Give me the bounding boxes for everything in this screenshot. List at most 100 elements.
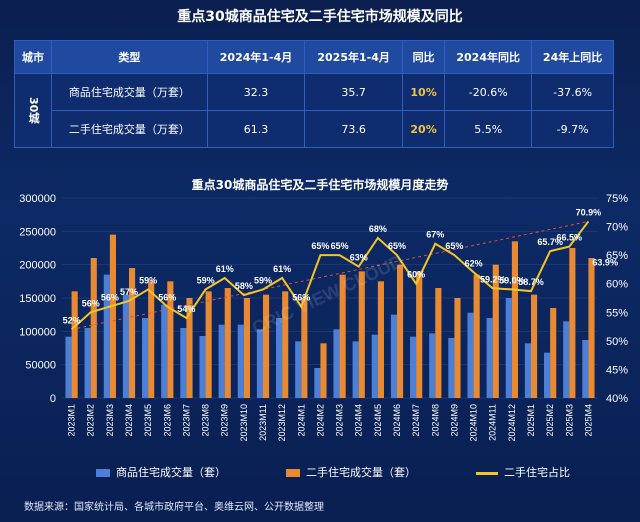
- x-tick-label: 2024M9: [449, 404, 459, 437]
- bar-second-housing: [320, 343, 327, 398]
- row-yoy2024: 5.5%: [444, 110, 533, 148]
- bar-new-housing: [524, 343, 531, 398]
- ratio-data-label: 59%: [197, 275, 215, 285]
- x-tick-label: 2025M2: [545, 404, 555, 437]
- y-right-tick-label: 70%: [606, 222, 628, 234]
- y-left-tick-label: 150000: [19, 293, 56, 305]
- ratio-data-label: 65%: [331, 241, 349, 251]
- ratio-data-label: 56%: [101, 293, 119, 303]
- chart-legend: 商品住宅成交量（套） 二手住宅成交量（套） 二手住宅占比: [96, 464, 570, 480]
- y-right-tick-label: 65%: [606, 250, 628, 262]
- bar-new-housing: [429, 333, 436, 398]
- ratio-data-label: 66.5%: [557, 233, 583, 243]
- header-2025: 2025年1-4月: [304, 40, 403, 74]
- ratio-data-label: 56%: [292, 293, 310, 303]
- table-header-row: 城市 类型 2024年1-4月 2025年1-4月 同比 2024年同比 24年…: [13, 40, 614, 74]
- row-v2024: 32.3: [206, 73, 306, 111]
- x-tick-label: 2025M4: [583, 404, 593, 437]
- legend-swatch-second: [286, 469, 300, 477]
- table-title: 重点30城商品住宅及二手住宅市场规模及同比: [177, 9, 463, 25]
- ratio-data-label: 65%: [445, 241, 463, 251]
- bar-new-housing: [486, 318, 493, 398]
- bar-second-housing: [129, 268, 136, 398]
- bar-new-housing: [371, 334, 378, 398]
- ratio-data-label: 58.7%: [518, 277, 544, 287]
- bar-new-housing: [390, 314, 397, 398]
- bar-new-housing: [563, 321, 570, 398]
- row-type: 商品住宅成交量（万套）: [51, 73, 208, 111]
- x-tick-label: 2024M3: [335, 404, 345, 437]
- ratio-data-label: 62%: [465, 258, 483, 268]
- ratio-data-label: 52%: [63, 315, 81, 325]
- bar-new-housing: [65, 336, 72, 398]
- header-city: 城市: [13, 40, 53, 74]
- x-tick-label: 2023M5: [143, 404, 153, 437]
- chart-title: 重点30城商品住宅及二手住宅市场规模月度走势: [191, 178, 449, 192]
- y-left-tick-label: 100000: [19, 326, 56, 338]
- bar-new-housing: [142, 318, 149, 398]
- ratio-data-label: 59.0%: [499, 275, 525, 285]
- bar-second-housing: [339, 274, 346, 398]
- y-right-tick-label: 45%: [606, 364, 628, 376]
- bar-second-housing: [377, 281, 384, 398]
- bar-second-housing: [569, 248, 576, 398]
- bar-second-housing: [224, 288, 231, 398]
- bar-new-housing: [448, 338, 455, 398]
- bar-second-housing: [588, 258, 595, 398]
- x-tick-label: 2023M7: [181, 404, 191, 437]
- data-source: 数据来源：国家统计局、各城市政府平台、奥维云网、公开数据整理: [24, 502, 324, 513]
- ratio-data-label: 56%: [158, 293, 176, 303]
- x-tick-label: 2024M1: [296, 404, 306, 437]
- y-left-tick-label: 250000: [19, 226, 56, 238]
- header-yoy-h1: 24年上同比: [531, 40, 614, 74]
- bar-second-housing: [454, 298, 461, 398]
- ratio-data-label: 70.9%: [576, 207, 602, 217]
- bar-new-housing: [161, 304, 168, 398]
- ratio-data-label: 67%: [426, 230, 444, 240]
- x-tick-label: 2024M4: [354, 404, 364, 437]
- x-tick-label: 2024M6: [392, 404, 402, 437]
- ratio-line: [70, 220, 590, 331]
- bar-second-housing: [243, 298, 250, 398]
- bar-new-housing: [333, 329, 340, 398]
- ratio-data-label: 57%: [120, 287, 138, 297]
- y-right-tick-label: 50%: [606, 336, 628, 348]
- bar-new-housing: [295, 341, 302, 398]
- row-yoy: 10%: [401, 73, 446, 111]
- row-yoy2024: -20.6%: [444, 73, 533, 111]
- ratio-data-label: 65%: [388, 241, 406, 251]
- bar-new-housing: [467, 312, 474, 398]
- x-tick-label: 2023M1: [67, 404, 77, 437]
- legend-item-new: 商品住宅成交量（套）: [96, 464, 226, 480]
- ratio-data-label: 59%: [254, 275, 272, 285]
- bar-second-housing: [205, 291, 212, 398]
- bar-new-housing: [122, 294, 129, 398]
- bar-new-housing: [199, 336, 206, 398]
- table-row: 二手住宅成交量（万套） 61.3 73.6 20% 5.5% -9.7%: [15, 110, 614, 148]
- legend-item-ratio: 二手住宅占比: [476, 464, 570, 480]
- x-tick-label: 2023M10: [239, 404, 249, 442]
- y-left-tick-label: 50000: [25, 360, 56, 372]
- extra-data-label: 63.9%: [592, 257, 618, 267]
- bar-new-housing: [84, 328, 91, 398]
- header-yoy: 同比: [401, 40, 446, 74]
- x-tick-label: 2023M6: [162, 404, 172, 437]
- row-type: 二手住宅成交量（万套）: [51, 110, 208, 148]
- table-row: 30城 商品住宅成交量（万套） 32.3 35.7 10% -20.6% -37…: [13, 73, 614, 148]
- ratio-data-label: 60%: [407, 270, 425, 280]
- bar-second-housing: [282, 291, 289, 398]
- y-right-tick-label: 55%: [606, 307, 628, 319]
- row-yoyh1: -37.6%: [531, 73, 614, 111]
- x-tick-label: 2025M3: [564, 404, 574, 437]
- ratio-data-label: 65%: [311, 241, 329, 251]
- bar-second-housing: [71, 291, 78, 398]
- ratio-data-label: 56%: [82, 298, 100, 308]
- bar-second-housing: [531, 294, 538, 398]
- x-tick-label: 2023M4: [124, 404, 134, 437]
- bar-second-housing: [511, 241, 518, 398]
- y-left-tick-label: 0: [50, 393, 56, 405]
- x-tick-label: 2024M8: [430, 404, 440, 437]
- y-right-tick-label: 60%: [606, 279, 628, 291]
- row-v2025: 73.6: [304, 110, 403, 148]
